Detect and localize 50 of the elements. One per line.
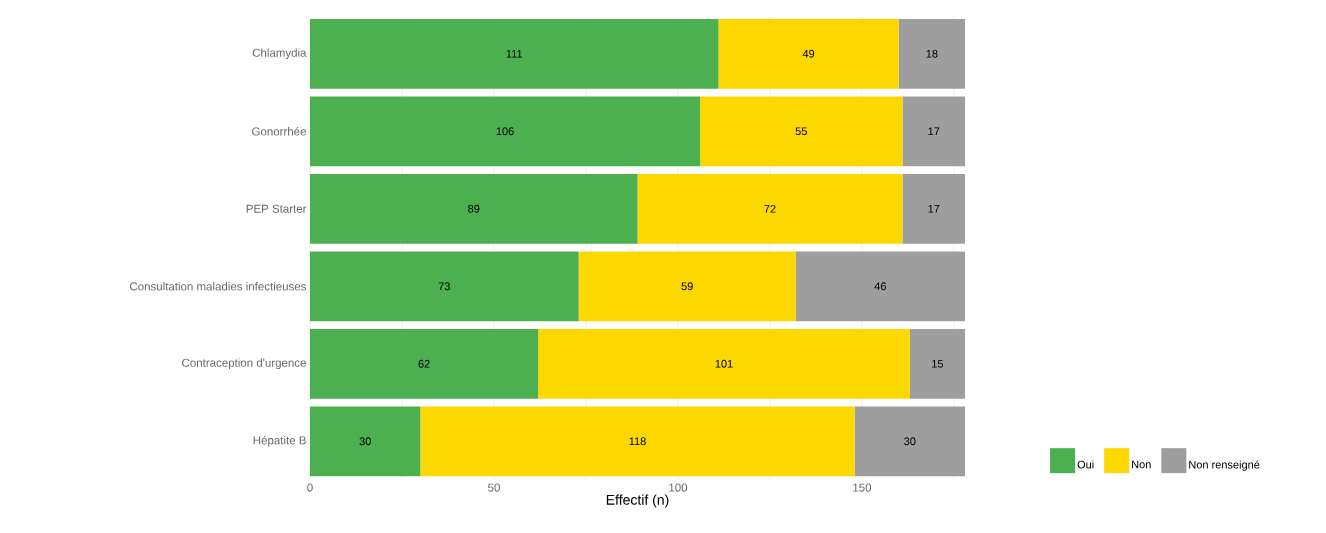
y-tick-label: Contraception d'urgence — [182, 358, 306, 370]
bar — [898, 18, 966, 89]
bar — [420, 406, 855, 477]
data-label: 59 — [681, 282, 693, 291]
legend-label: Oui — [1077, 460, 1094, 469]
bar — [902, 96, 966, 167]
data-label: 18 — [926, 49, 938, 58]
bar — [310, 251, 579, 322]
y-tick-label: Hépatite B — [253, 435, 306, 447]
x-axis-title: Effectif (n) — [606, 494, 669, 508]
bar — [718, 18, 899, 89]
legend-label: Non — [1132, 460, 1151, 469]
bar — [909, 328, 966, 399]
data-label: 49 — [802, 49, 815, 58]
bar — [854, 406, 966, 477]
data-label: 101 — [715, 359, 733, 368]
y-tick-label: Gonorrhée — [252, 126, 306, 136]
data-label: 55 — [795, 127, 807, 136]
data-label: 106 — [496, 127, 514, 136]
bar — [310, 406, 421, 477]
bar — [310, 18, 719, 89]
data-label: 15 — [932, 359, 944, 368]
bar — [578, 251, 796, 322]
bar — [538, 328, 910, 399]
y-tick-label: PEP Starter — [246, 204, 307, 213]
bar — [310, 328, 539, 399]
data-label: 111 — [506, 49, 523, 58]
data-label: 17 — [928, 127, 940, 136]
data-label: 30 — [359, 437, 371, 446]
data-label: 72 — [764, 204, 776, 213]
bar — [902, 173, 966, 244]
x-tick-label: 100 — [669, 483, 688, 492]
data-label: 89 — [468, 204, 480, 213]
data-label: 118 — [629, 437, 646, 446]
data-label: 17 — [928, 204, 940, 213]
y-tick-label: Consultation maladies infectieuses — [129, 282, 307, 291]
x-tick-label: 50 — [488, 483, 500, 492]
bar — [310, 96, 701, 167]
data-label: 73 — [438, 282, 450, 291]
data-label: 62 — [418, 359, 430, 368]
y-tick-label: Chlamydia — [252, 48, 307, 60]
x-tick-label: 0 — [307, 483, 313, 492]
x-tick-label: 150 — [853, 483, 872, 492]
bar — [310, 173, 638, 244]
legend-label: Non renseigné — [1189, 460, 1260, 471]
bar — [700, 96, 903, 167]
bar — [637, 173, 903, 244]
bar — [795, 251, 966, 322]
data-label: 46 — [874, 282, 887, 291]
data-label: 30 — [904, 437, 916, 446]
